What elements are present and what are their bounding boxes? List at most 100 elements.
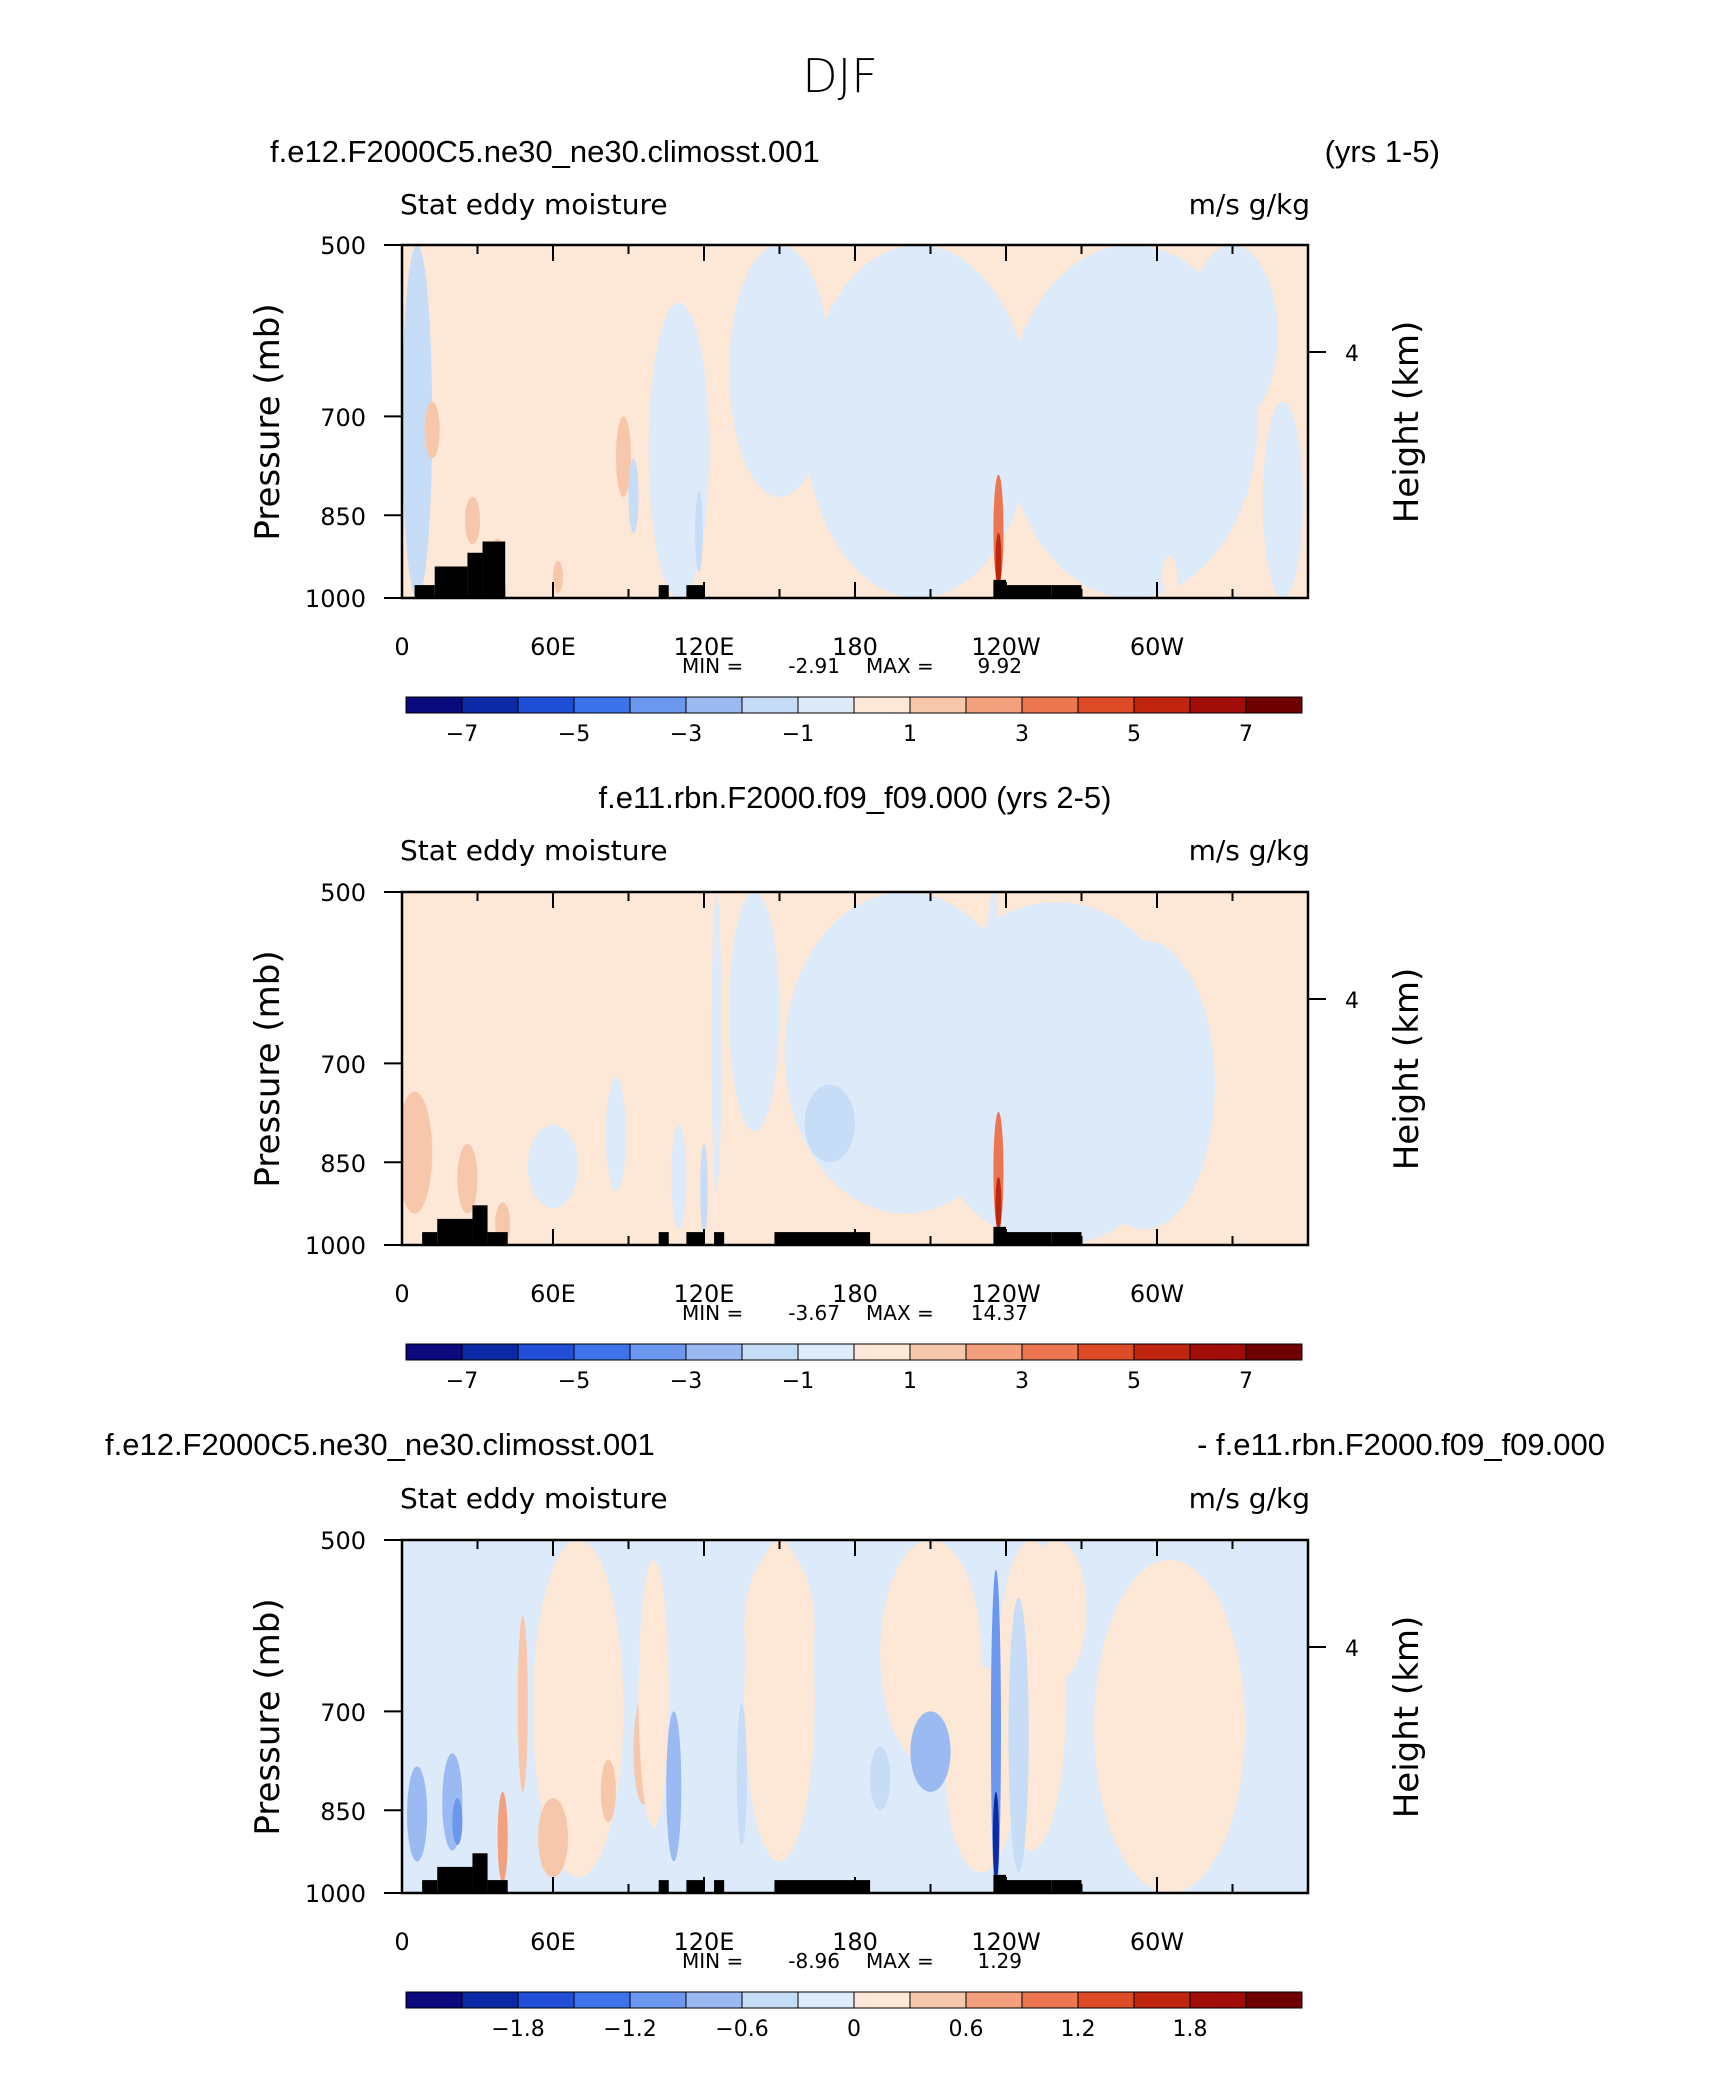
panel-3-contour-region xyxy=(910,1711,951,1792)
panel-3-land-block xyxy=(774,1880,871,1893)
panel-1-y-label: Pressure (mb) xyxy=(248,303,288,540)
panel-1-colorbar-swatch xyxy=(853,696,911,714)
panel-2-land-block xyxy=(774,1232,871,1245)
panel-1-land-block xyxy=(482,541,506,598)
panel-2-min-value: -3.67 xyxy=(788,1301,840,1325)
panel-1-xtick-120E: 120E xyxy=(674,633,735,661)
panel-3-colorbar-swatch xyxy=(517,1991,575,2009)
panel-2-land-block xyxy=(472,1205,488,1245)
panel-1-xtick-120W: 120W xyxy=(971,633,1041,661)
panel-3-land-block xyxy=(1006,1880,1052,1893)
panel-3-max-label: MAX = xyxy=(866,1949,934,1973)
panel-3-colorbar-swatch xyxy=(405,1991,463,2009)
panel-1-contour-region xyxy=(648,302,710,598)
panel-3-contour-region xyxy=(992,1791,999,1883)
panel-2-contour-region xyxy=(605,1077,626,1192)
panel-3-subtitle-left: Stat eddy moisture xyxy=(400,1482,668,1515)
panel-3-land-block xyxy=(422,1880,438,1893)
panel-1-land-block xyxy=(658,585,669,598)
panel-3-colorbar xyxy=(405,1991,1303,2009)
panel-3-colorbar-labels: −1.8 −1.2 −0.6 0 0.6 1.2 1.8 xyxy=(491,2017,1207,2042)
panel-1-ytick-right-4: 4 xyxy=(1345,342,1359,367)
panel-3-contour-region xyxy=(666,1711,682,1862)
panel-3-colorbar-swatch xyxy=(909,1991,967,2009)
panel-3-land-block xyxy=(437,1866,473,1893)
panel-1-contour-region xyxy=(1212,555,1228,598)
panel-2-tick-marks xyxy=(384,891,1326,1246)
panel-2-colorbar-swatch xyxy=(573,1343,631,1361)
panel-2-colorbar-swatch xyxy=(965,1343,1023,1361)
panel-2-contour-region xyxy=(985,892,1001,1085)
panel-2-subtitle-left: Stat eddy moisture xyxy=(400,834,668,867)
panel-2-min-label: MIN = xyxy=(682,1301,743,1325)
panel-2-colorbar xyxy=(405,1343,1303,1361)
panel-3-colorbar-swatch xyxy=(1021,1991,1079,2009)
panel-2-colorbar-swatch xyxy=(685,1343,743,1361)
panel-2-land-block xyxy=(487,1232,508,1245)
panel-3-contour-region xyxy=(736,1704,747,1845)
panel-1-xtick-0: 0 xyxy=(394,633,409,661)
panel-3-contour-region xyxy=(1094,1559,1246,1893)
panel-2-land-mask xyxy=(422,1205,1082,1245)
panel-2-ytick-1000: 1000 xyxy=(305,1232,366,1260)
panel-1-xtick-60E: 60E xyxy=(530,633,576,661)
panel-2-contour-region xyxy=(711,892,722,1192)
panel-1-contour-region xyxy=(695,490,703,572)
panel-1-ytick-700: 700 xyxy=(320,404,366,432)
panel-3-contour-region xyxy=(1008,1597,1029,1873)
panel-1-case-title-right: (yrs 1-5) xyxy=(1325,134,1440,169)
panel-3-contour-region xyxy=(517,1615,528,1792)
panel-1-colorbar-swatch xyxy=(797,696,855,714)
panel-1-land-block xyxy=(993,585,1052,598)
panel-2-contour-region xyxy=(700,1143,708,1235)
panel-3-colorbar-swatch xyxy=(1245,1991,1303,2009)
panel-1-colorbar-swatch xyxy=(461,696,519,714)
panel-2-colorbar-swatch xyxy=(909,1343,967,1361)
panel-3-land-block xyxy=(1051,1880,1082,1893)
panel-3-land-block xyxy=(993,1874,1006,1893)
panel-1-ytick-500: 500 xyxy=(320,232,366,260)
panel-3-land-block xyxy=(714,1880,725,1893)
panel-2: f.e11.rbn.F2000.f09_f09.000 (yrs 2-5) St… xyxy=(248,780,1427,1394)
panel-2-colorbar-swatch xyxy=(741,1343,799,1361)
panel-3-subtitle-right: m/s g/kg xyxy=(1189,1482,1310,1515)
panel-2-xtick-120W: 120W xyxy=(971,1280,1041,1308)
panel-1-xtick-60W: 60W xyxy=(1130,633,1184,661)
panel-2-ytick-right-4: 4 xyxy=(1345,989,1359,1014)
panel-3-colorbar-swatch xyxy=(1077,1991,1135,2009)
panel-3-min-label: MIN = xyxy=(682,1949,743,1973)
panel-1-colorbar-swatch xyxy=(965,696,1023,714)
panel-1: f.e12.F2000C5.ne30_ne30.climosst.001 (yr… xyxy=(248,134,1440,747)
panel-1-case-title-left: f.e12.F2000C5.ne30_ne30.climosst.001 xyxy=(270,134,820,169)
panel-3-colorbar-label: −1.8 xyxy=(491,2017,544,2042)
panel-1-subtitle-right: m/s g/kg xyxy=(1189,188,1310,221)
panel-1-colorbar-swatch xyxy=(629,696,687,714)
panel-2-land-block xyxy=(1006,1232,1052,1245)
panel-3-y-label: Pressure (mb) xyxy=(248,1598,288,1835)
panel-3-colorbar-label: −1.2 xyxy=(603,2017,656,2042)
panel-2-contour-region xyxy=(995,1176,1002,1233)
panel-1-land-block xyxy=(1051,585,1082,598)
panel-3-colorbar-swatch xyxy=(853,1991,911,2009)
panel-1-land-block xyxy=(434,566,468,598)
panel-2-colorbar-label: 5 xyxy=(1127,1369,1141,1394)
panel-3-contour-field xyxy=(402,1540,1308,1893)
panel-3-case-title-right: - f.e11.rbn.F2000.f09_f09.000 xyxy=(1197,1427,1605,1462)
panel-2-land-block xyxy=(422,1232,438,1245)
panel-3-y-label-right: Height (km) xyxy=(1387,1616,1427,1819)
panel-2-subtitle-right: m/s g/kg xyxy=(1189,834,1310,867)
panel-3-contour-region xyxy=(870,1746,891,1811)
panel-1-colorbar-swatch xyxy=(517,696,575,714)
panel-2-ytick-700: 700 xyxy=(320,1051,366,1079)
panel-3-min-value: -8.96 xyxy=(788,1949,840,1973)
panel-2-land-block xyxy=(993,1226,1006,1245)
panel-1-max-value: 9.92 xyxy=(977,654,1022,678)
panel-1-contour-region xyxy=(1262,401,1303,598)
panel-2-contour-region xyxy=(527,1124,579,1209)
panel-1-colorbar xyxy=(405,696,1303,714)
panel-3-colorbar-swatch xyxy=(741,1991,799,2009)
panel-3-contour-region xyxy=(990,1569,1001,1893)
panel-2-colorbar-swatch xyxy=(1245,1343,1303,1361)
panel-2-land-block xyxy=(686,1232,704,1245)
panel-1-colorbar-label: 5 xyxy=(1127,722,1141,747)
